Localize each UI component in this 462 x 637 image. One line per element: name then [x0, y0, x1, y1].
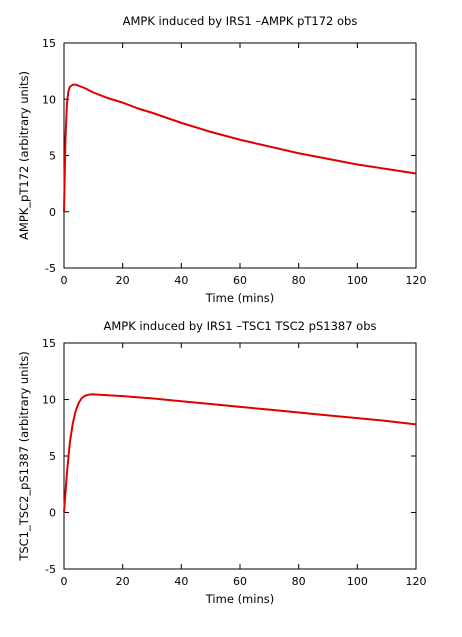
chart1-y-tick-label: 15 [42, 37, 56, 50]
chart1-x-axis-label: Time (mins) [205, 291, 274, 305]
chart1-y-tick-label: -5 [45, 262, 56, 275]
chart2-y-tick-label: 5 [49, 450, 56, 463]
chart2-plot-frame [63, 342, 417, 570]
chart2-y-tick-label: 0 [49, 507, 56, 520]
chart1-x-tick-label: 80 [292, 274, 306, 287]
chart1-plot-frame [63, 42, 417, 269]
chart2-y-tick-label: -5 [45, 563, 56, 576]
chart2-title: AMPK induced by IRS1 –TSC1 TSC2 pS1387 o… [103, 319, 376, 333]
chart2-x-tick-label: 0 [61, 575, 68, 588]
chart2-x-tick-label: 80 [292, 575, 306, 588]
chart1-y-tick-label: 5 [49, 150, 56, 163]
chart2-y-axis-label: TSC1_TSC2_pS1387 (arbitrary units) [17, 351, 31, 561]
chart2-x-tick-label: 20 [116, 575, 130, 588]
chart2-series-line-1 [63, 393, 417, 513]
chart1-y-tick-label: 10 [42, 93, 56, 106]
chart2-x-tick-label: 60 [233, 575, 247, 588]
chart2-x-axis-label: Time (mins) [205, 592, 274, 606]
chart1-x-tick-label: 60 [233, 274, 247, 287]
chart1-title: AMPK induced by IRS1 –AMPK pT172 obs [123, 14, 358, 28]
chart1-x-tick-label: 40 [174, 274, 188, 287]
chart1-x-tick-label: 100 [347, 274, 368, 287]
chart1-x-tick-label: 20 [116, 274, 130, 287]
chart1-x-tick-label: 120 [406, 274, 427, 287]
chart2-x-tick-label: 120 [406, 575, 427, 588]
chart2-x-tick-label: 40 [174, 575, 188, 588]
chart1-series-line-1 [63, 83, 417, 212]
chart1-y-axis-label: AMPK_pT172 (arbitrary units) [17, 71, 31, 240]
chart1-y-tick-label: 0 [49, 206, 56, 219]
chart2-y-tick-label: 15 [42, 337, 56, 350]
chart1-x-tick-label: 0 [61, 274, 68, 287]
chart2-x-tick-label: 100 [347, 575, 368, 588]
chart2-y-tick-label: 10 [42, 394, 56, 407]
